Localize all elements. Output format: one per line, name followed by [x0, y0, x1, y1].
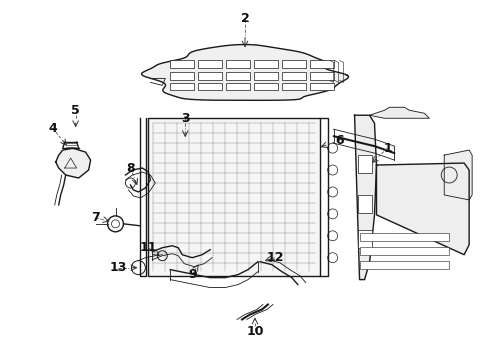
- Bar: [198, 60, 222, 68]
- Text: 12: 12: [266, 251, 284, 264]
- Text: 13: 13: [110, 261, 127, 274]
- Bar: [254, 84, 278, 90]
- Polygon shape: [369, 107, 429, 118]
- Polygon shape: [444, 150, 472, 200]
- Text: 1: 1: [383, 141, 392, 155]
- Bar: [358, 155, 371, 173]
- Bar: [282, 60, 306, 68]
- Bar: [360, 261, 449, 269]
- Text: 5: 5: [71, 104, 80, 117]
- Bar: [226, 84, 250, 90]
- Text: 2: 2: [241, 12, 249, 25]
- Polygon shape: [376, 163, 469, 255]
- Bar: [171, 84, 194, 90]
- Bar: [282, 84, 306, 90]
- Bar: [226, 60, 250, 68]
- Bar: [360, 247, 449, 255]
- Bar: [360, 233, 449, 241]
- Bar: [148, 118, 319, 276]
- Bar: [310, 60, 334, 68]
- Text: 10: 10: [246, 325, 264, 338]
- Bar: [310, 72, 334, 80]
- Polygon shape: [355, 115, 376, 280]
- Bar: [358, 230, 371, 248]
- Polygon shape: [142, 45, 348, 100]
- Text: 11: 11: [140, 241, 157, 254]
- Bar: [254, 72, 278, 80]
- Text: 8: 8: [126, 162, 135, 175]
- Bar: [226, 72, 250, 80]
- Polygon shape: [56, 148, 91, 178]
- Bar: [310, 84, 334, 90]
- Text: 6: 6: [335, 134, 344, 147]
- Text: 7: 7: [91, 211, 100, 224]
- Bar: [198, 84, 222, 90]
- Bar: [198, 72, 222, 80]
- Bar: [282, 72, 306, 80]
- Bar: [254, 60, 278, 68]
- Bar: [171, 60, 194, 68]
- Bar: [171, 72, 194, 80]
- Bar: [358, 195, 371, 213]
- Text: 4: 4: [49, 122, 57, 135]
- Text: 9: 9: [188, 268, 196, 281]
- Text: 3: 3: [181, 112, 190, 125]
